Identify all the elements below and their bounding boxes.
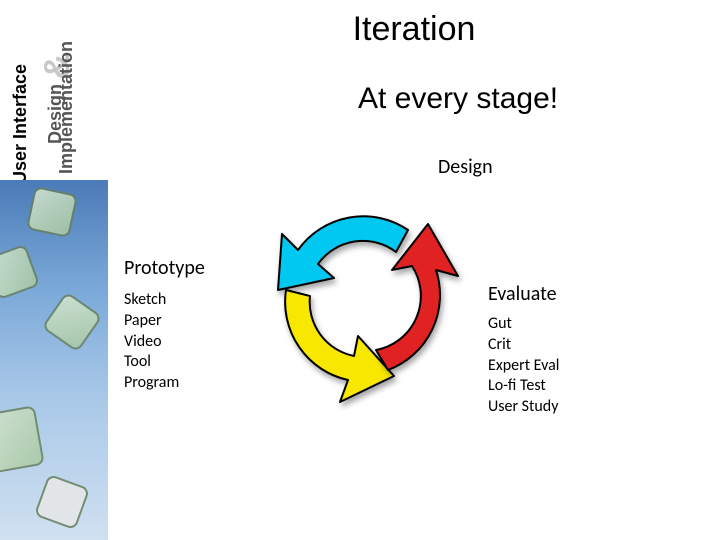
evaluate-block: Evaluate Gut Crit Expert Eval Lo-fi Test… bbox=[488, 282, 648, 418]
main-content: Iteration At every stage! Design Proto bbox=[108, 0, 720, 540]
subtitle: At every stage! bbox=[358, 82, 558, 116]
sidebar-line2b: Implementation bbox=[56, 41, 76, 174]
dice-icon bbox=[34, 474, 90, 530]
sidebar-title-block: User Interface Design & Implementation bbox=[4, 4, 104, 184]
cycle-arrow-left bbox=[285, 290, 394, 402]
sidebar-line1: User Interface bbox=[10, 64, 30, 184]
prototype-item: Program bbox=[124, 373, 264, 394]
design-label: Design bbox=[438, 155, 493, 179]
cycle-arrow-top bbox=[278, 216, 408, 290]
sidebar-decorative-image bbox=[0, 180, 108, 540]
prototype-item: Video bbox=[124, 332, 264, 353]
evaluate-item: Crit bbox=[488, 335, 648, 356]
dice-icon bbox=[41, 291, 102, 352]
page-title: Iteration bbox=[108, 10, 720, 49]
dice-icon bbox=[26, 186, 78, 238]
evaluate-item: Expert Eval bbox=[488, 356, 648, 377]
prototype-item: Sketch bbox=[124, 290, 264, 311]
evaluate-item: Lo-fi Test bbox=[488, 376, 648, 397]
dice-icon bbox=[0, 405, 45, 475]
evaluate-heading: Evaluate bbox=[488, 282, 648, 306]
evaluate-item: Gut bbox=[488, 314, 648, 335]
dice-icon bbox=[0, 244, 40, 300]
cycle-arrows-icon bbox=[238, 180, 478, 420]
sidebar: User Interface Design & Implementation bbox=[0, 0, 108, 540]
prototype-block: Prototype Sketch Paper Video Tool Progra… bbox=[124, 256, 264, 394]
cycle-diagram bbox=[238, 180, 478, 420]
prototype-heading: Prototype bbox=[124, 256, 264, 280]
prototype-item: Paper bbox=[124, 311, 264, 332]
evaluate-item: User Study bbox=[488, 397, 648, 418]
prototype-item: Tool bbox=[124, 352, 264, 373]
